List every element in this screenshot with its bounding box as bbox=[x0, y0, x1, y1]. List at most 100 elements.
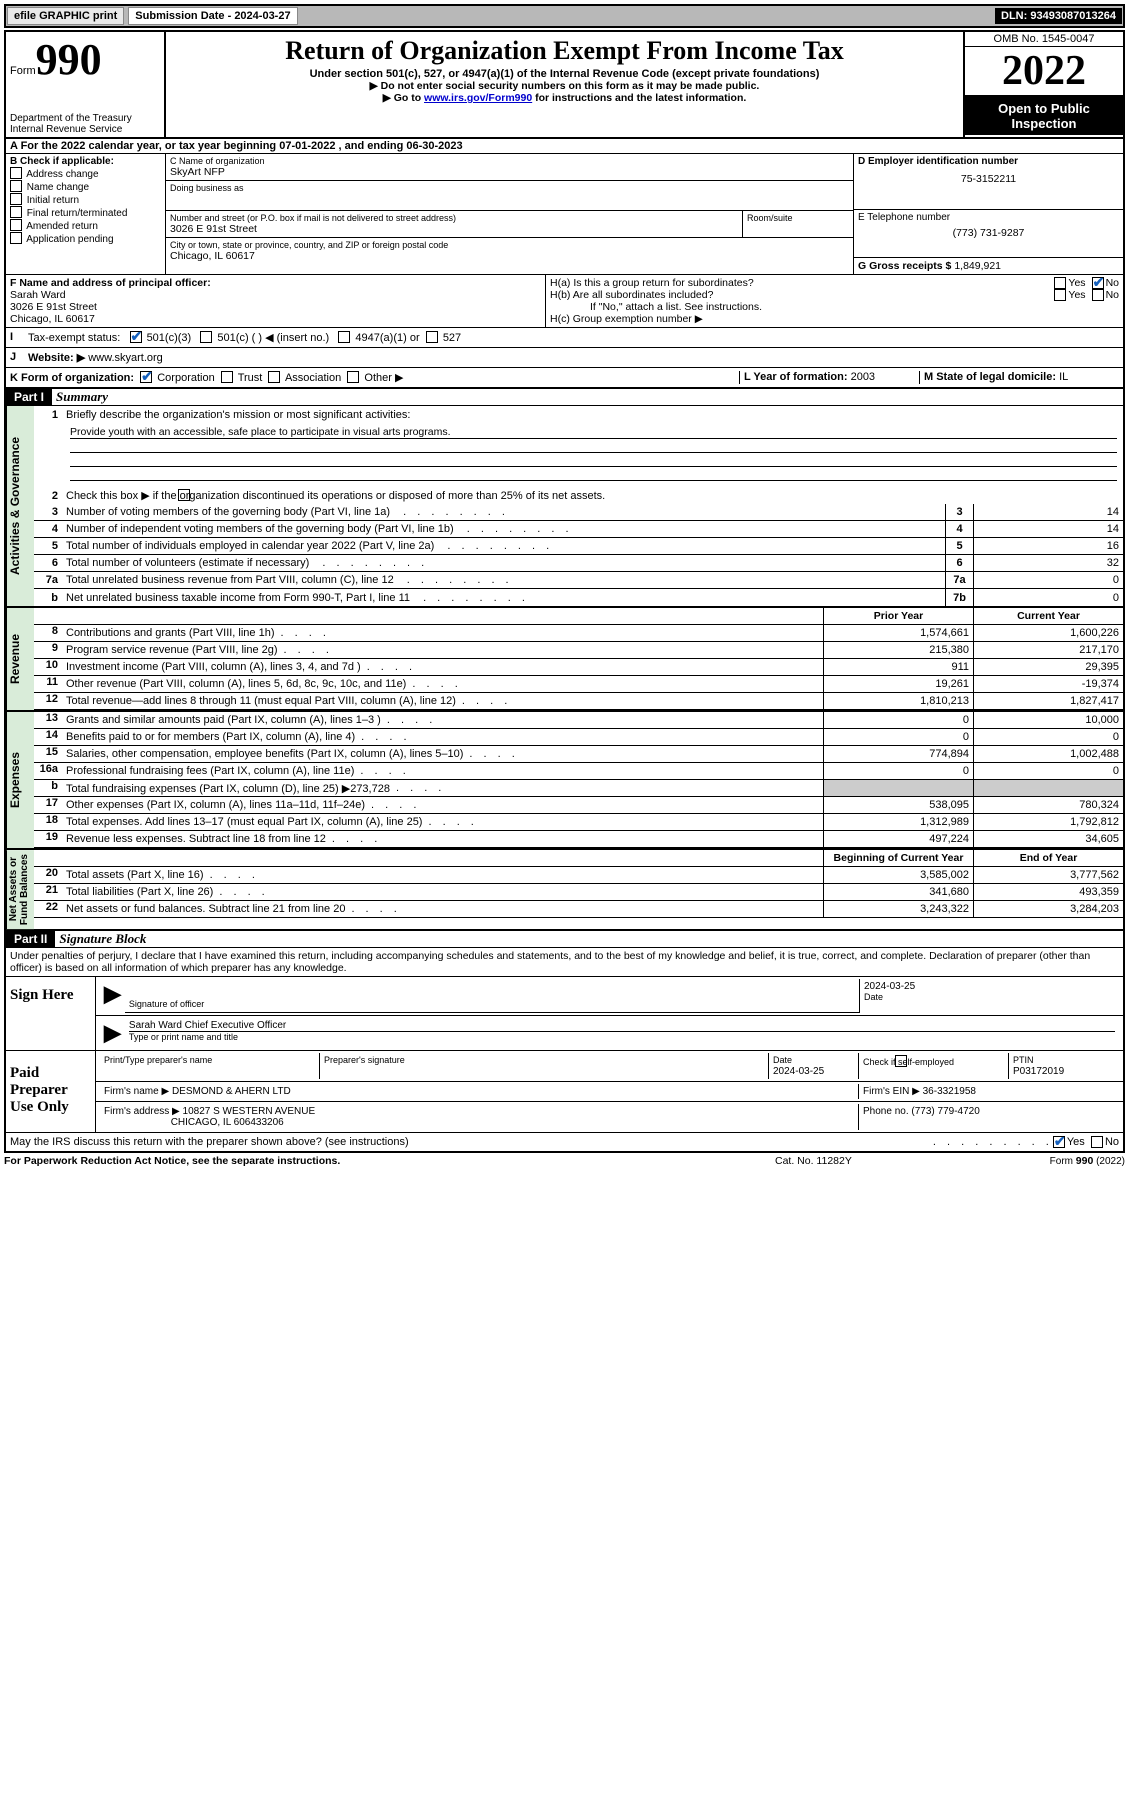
irs-no-lbl: No bbox=[1105, 1136, 1119, 1148]
b-amended: Amended return bbox=[26, 221, 98, 232]
street-address: 3026 E 91st Street bbox=[170, 223, 738, 235]
check-501c3[interactable] bbox=[130, 331, 142, 343]
b-initial: Initial return bbox=[27, 195, 79, 206]
sig-officer-label: Signature of officer bbox=[129, 999, 204, 1009]
line-14: 14Benefits paid to or for members (Part … bbox=[34, 729, 1123, 746]
form-990: Form990 Department of the Treasury Inter… bbox=[4, 30, 1125, 1153]
check-discontinued[interactable] bbox=[178, 489, 190, 501]
k-assoc: Association bbox=[285, 372, 341, 384]
line-b: bTotal fundraising expenses (Part IX, co… bbox=[34, 780, 1123, 797]
sig-date: 2024-03-25 bbox=[864, 981, 1115, 992]
irs-link[interactable]: www.irs.gov/Form990 bbox=[424, 92, 532, 104]
m-label: M State of legal domicile: bbox=[924, 371, 1056, 383]
form-number: 990 bbox=[36, 35, 102, 84]
b-label: B Check if applicable: bbox=[10, 156, 161, 167]
i-4947: 4947(a)(1) or bbox=[355, 332, 419, 344]
vtab-governance: Activities & Governance bbox=[6, 406, 34, 606]
check-name-change[interactable] bbox=[10, 180, 22, 192]
telephone: (773) 731-9287 bbox=[858, 223, 1119, 239]
check-initial-return[interactable] bbox=[10, 193, 22, 205]
goto-post: for instructions and the latest informat… bbox=[532, 92, 746, 104]
check-4947[interactable] bbox=[338, 331, 350, 343]
officer-addr1: 3026 E 91st Street bbox=[10, 301, 541, 313]
mission-text: Provide youth with an accessible, safe p… bbox=[70, 425, 1117, 439]
check-application-pending[interactable] bbox=[10, 232, 22, 244]
entity-block: B Check if applicable: Address change Na… bbox=[6, 154, 1123, 275]
col-beginning-year: Beginning of Current Year bbox=[823, 850, 973, 866]
col-end-year: End of Year bbox=[973, 850, 1123, 866]
line-8: 8Contributions and grants (Part VIII, li… bbox=[34, 625, 1123, 642]
irs-discuss-yes[interactable] bbox=[1053, 1136, 1065, 1148]
dots: . . . . . . . . . bbox=[933, 1136, 1053, 1148]
ptin: P03172019 bbox=[1013, 1066, 1064, 1077]
prep-date: 2024-03-25 bbox=[773, 1066, 824, 1077]
room-label: Room/suite bbox=[747, 213, 849, 223]
firm-phone: (773) 779-4720 bbox=[911, 1106, 979, 1117]
a-mid: , and ending bbox=[335, 140, 406, 152]
check-final-return[interactable] bbox=[10, 206, 22, 218]
goto-pre: ▶ Go to bbox=[383, 92, 424, 104]
line-16a: 16aProfessional fundraising fees (Part I… bbox=[34, 763, 1123, 780]
sig-date-label: Date bbox=[864, 992, 883, 1002]
gov-line-4: 4Number of independent voting members of… bbox=[34, 521, 1123, 538]
mission-blank-1 bbox=[70, 439, 1117, 453]
g-label: G Gross receipts $ bbox=[858, 260, 951, 272]
irs-discuss-no[interactable] bbox=[1091, 1136, 1103, 1148]
j-text: Website: ▶ bbox=[28, 352, 85, 364]
line-10: 10Investment income (Part VIII, column (… bbox=[34, 659, 1123, 676]
gov-line-7a: 7aTotal unrelated business revenue from … bbox=[34, 572, 1123, 589]
city-state-zip: Chicago, IL 60617 bbox=[170, 250, 849, 262]
mission-blank-2 bbox=[70, 453, 1117, 467]
gross-receipts: 1,849,921 bbox=[954, 260, 1001, 272]
arrow-icon-2: ▶ bbox=[100, 1018, 125, 1048]
may-irs-discuss: May the IRS discuss this return with the… bbox=[10, 1136, 927, 1148]
officer-name: Sarah Ward bbox=[10, 289, 541, 301]
gov-line-3: 3Number of voting members of the governi… bbox=[34, 504, 1123, 521]
check-assoc[interactable] bbox=[268, 371, 280, 383]
vtab-revenue: Revenue bbox=[6, 608, 34, 710]
hb-yes[interactable] bbox=[1054, 289, 1066, 301]
firm-ein: 36-3321958 bbox=[923, 1086, 976, 1097]
check-amended[interactable] bbox=[10, 219, 22, 231]
row-a-tax-year: A For the 2022 calendar year, or tax yea… bbox=[6, 139, 1123, 154]
check-address-change[interactable] bbox=[10, 167, 22, 179]
i-text: Tax-exempt status: bbox=[28, 332, 120, 344]
dept-treasury: Department of the Treasury Internal Reve… bbox=[10, 113, 160, 135]
part-i-header: Part I bbox=[6, 389, 52, 405]
gov-line-b: bNet unrelated business taxable income f… bbox=[34, 589, 1123, 606]
line-20: 20Total assets (Part X, line 16) . . . .… bbox=[34, 867, 1123, 884]
ha-yes[interactable] bbox=[1054, 277, 1066, 289]
b-name-change: Name change bbox=[27, 182, 89, 193]
prep-sig-label: Preparer's signature bbox=[324, 1055, 405, 1065]
efile-print-button[interactable]: efile GRAPHIC print bbox=[7, 7, 124, 25]
check-527[interactable] bbox=[426, 331, 438, 343]
check-self-employed[interactable] bbox=[895, 1055, 907, 1067]
form-title: Return of Organization Exempt From Incom… bbox=[170, 36, 959, 66]
ha-no[interactable] bbox=[1092, 277, 1104, 289]
state-domicile: IL bbox=[1059, 371, 1068, 383]
type-name-label: Type or print name and title bbox=[129, 1032, 238, 1042]
check-501c[interactable] bbox=[200, 331, 212, 343]
b-final: Final return/terminated bbox=[27, 208, 128, 219]
prep-name-label: Print/Type preparer's name bbox=[104, 1055, 212, 1065]
arrow-icon: ▶ bbox=[100, 979, 125, 1013]
check-trust[interactable] bbox=[221, 371, 233, 383]
check-corp[interactable] bbox=[140, 371, 152, 383]
hb-no[interactable] bbox=[1092, 289, 1104, 301]
paid-preparer-row: Paid Preparer Use Only Print/Type prepar… bbox=[6, 1051, 1123, 1132]
line-2-num: 2 bbox=[34, 490, 64, 502]
gov-line-6: 6Total number of volunteers (estimate if… bbox=[34, 555, 1123, 572]
section-net-assets: Net Assets or Fund Balances Beginning of… bbox=[6, 850, 1123, 929]
a-end: 06-30-2023 bbox=[406, 140, 462, 152]
sign-here-label: Sign Here bbox=[6, 977, 96, 1050]
part-ii-header: Part II bbox=[6, 931, 55, 947]
firm-ein-label: Firm's EIN ▶ bbox=[863, 1086, 920, 1097]
check-other[interactable] bbox=[347, 371, 359, 383]
part-ii-title: Signature Block bbox=[55, 931, 146, 947]
line-9: 9Program service revenue (Part VIII, lin… bbox=[34, 642, 1123, 659]
firm-name: DESMOND & AHERN LTD bbox=[172, 1086, 291, 1097]
omb-number: OMB No. 1545-0047 bbox=[965, 32, 1123, 47]
line-15: 15Salaries, other compensation, employee… bbox=[34, 746, 1123, 763]
sign-here-row: Sign Here ▶ Signature of officer 2024-03… bbox=[6, 977, 1123, 1051]
line-19: 19Revenue less expenses. Subtract line 1… bbox=[34, 831, 1123, 848]
